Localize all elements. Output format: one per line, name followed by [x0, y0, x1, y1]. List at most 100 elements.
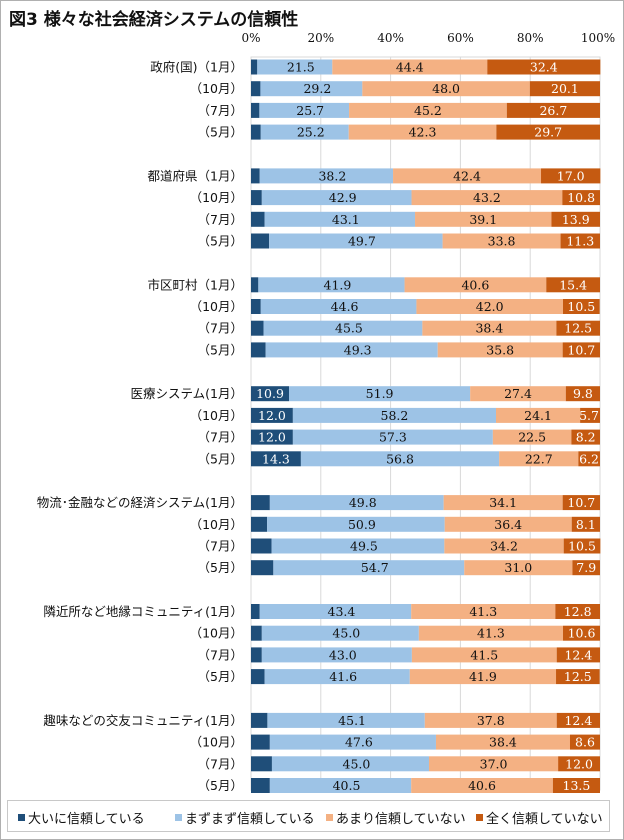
category-label: （10月）: [190, 190, 243, 205]
bar-segment: [393, 168, 542, 184]
data-label: 41.3: [477, 626, 505, 641]
bar-segment: [487, 59, 601, 75]
bar-segment: [409, 669, 557, 685]
data-label: 20.1: [551, 81, 579, 96]
data-label: 41.3: [469, 604, 497, 619]
data-label: 5.7: [579, 408, 599, 423]
data-label: 40.6: [468, 778, 496, 793]
bar-segment: [251, 734, 270, 750]
x-tick-label: 20%: [307, 31, 334, 45]
bar-segment: [251, 495, 270, 511]
chart-title: 図3 様々な社会経済システムの信頼性: [9, 10, 299, 30]
data-label: 45.0: [343, 756, 371, 771]
bar-segment: [292, 429, 493, 445]
data-label: 11.3: [566, 234, 594, 249]
bar-segment: [444, 516, 572, 532]
category-label: （7月）: [198, 539, 243, 554]
bar-segment: [267, 516, 445, 532]
data-label: 37.8: [477, 713, 505, 728]
bar-segment: [546, 277, 600, 293]
bar-segment: [251, 604, 260, 619]
bar-segment: [496, 124, 600, 140]
legend-item-somewhat-trust: まずまず信頼している: [175, 808, 315, 827]
bar-segment: [271, 538, 445, 554]
bar-segment: [251, 299, 261, 314]
category-label: （7月）: [198, 321, 243, 336]
data-label: 57.3: [379, 430, 407, 445]
data-label: 41.9: [324, 277, 352, 292]
x-tick-label: 40%: [377, 31, 404, 45]
data-label: 6.2: [579, 451, 599, 466]
data-label: 42.0: [476, 299, 504, 314]
data-label: 8.1: [576, 517, 596, 532]
legend-swatch: [175, 814, 182, 821]
x-tick-label: 80%: [517, 31, 544, 45]
bar-segment: [267, 712, 425, 728]
data-label: 45.1: [338, 713, 366, 728]
data-label: 8.6: [575, 735, 595, 750]
data-label: 24.1: [524, 408, 552, 423]
data-label: 15.4: [559, 277, 587, 292]
bar-segment: [251, 386, 290, 402]
legend-swatch: [326, 814, 333, 821]
legend-item-not-much-trust: あまり信頼していない: [326, 808, 466, 827]
category-label: （10月）: [190, 299, 243, 314]
data-label: 40.6: [461, 277, 489, 292]
data-label: 8.2: [576, 430, 596, 445]
bar-segment: [563, 625, 600, 641]
bar-segment: [251, 516, 268, 532]
data-label: 12.4: [564, 713, 592, 728]
category-label: （5月）: [198, 342, 243, 357]
bar-segment: [443, 495, 563, 511]
bar-segment: [332, 59, 488, 75]
data-label: 10.5: [567, 299, 595, 314]
bar-segment: [422, 320, 557, 336]
category-label: （5月）: [198, 451, 243, 466]
bar-segment: [492, 429, 572, 445]
category-label: 趣味などの交友コミュニティ(1月）: [43, 713, 243, 728]
bar-segment: [555, 604, 600, 619]
data-label: 32.4: [530, 60, 558, 75]
bar-segment: [289, 386, 471, 402]
data-label: 26.7: [539, 103, 567, 118]
bar-segment: [563, 538, 601, 554]
bar-segment: [563, 299, 600, 314]
bar-segment: [416, 299, 564, 314]
bar-segment: [251, 712, 268, 728]
bar-segment: [571, 516, 600, 532]
data-label: 56.8: [386, 451, 414, 466]
data-label: 44.4: [396, 60, 424, 75]
bar-segment: [411, 604, 556, 619]
bar-segment: [562, 190, 600, 206]
bar-segment: [349, 102, 507, 118]
bar-segment: [556, 320, 600, 336]
bar-segment: [558, 756, 600, 772]
bar-segment: [265, 342, 438, 358]
legend-label: あまり信頼していない: [336, 812, 466, 827]
bar-segment: [499, 451, 579, 467]
bar-segment: [269, 233, 443, 249]
data-label: 58.2: [381, 408, 409, 423]
bar-segment: [442, 233, 561, 249]
data-label: 14.3: [262, 451, 290, 466]
data-label: 38.4: [489, 735, 517, 750]
bar-segment: [556, 712, 600, 728]
bar-segment: [251, 669, 265, 685]
data-label: 10.5: [568, 539, 596, 554]
bar-segment: [269, 495, 444, 511]
bar-segment: [273, 560, 465, 576]
data-label: 49.8: [349, 495, 377, 510]
category-label: （7月）: [198, 647, 243, 662]
bar-segment: [269, 778, 412, 793]
legend-swatch: [476, 814, 483, 821]
bar-segment: [551, 211, 600, 227]
data-label: 12.8: [564, 604, 592, 619]
data-label: 41.6: [329, 669, 357, 684]
data-label: 9.8: [573, 386, 593, 401]
legend-item-no-trust: 全く信頼していない: [476, 808, 603, 827]
bar-segment: [269, 734, 436, 750]
category-label: （5月）: [198, 234, 243, 249]
data-label: 38.4: [475, 321, 503, 336]
data-label: 13.5: [563, 778, 591, 793]
